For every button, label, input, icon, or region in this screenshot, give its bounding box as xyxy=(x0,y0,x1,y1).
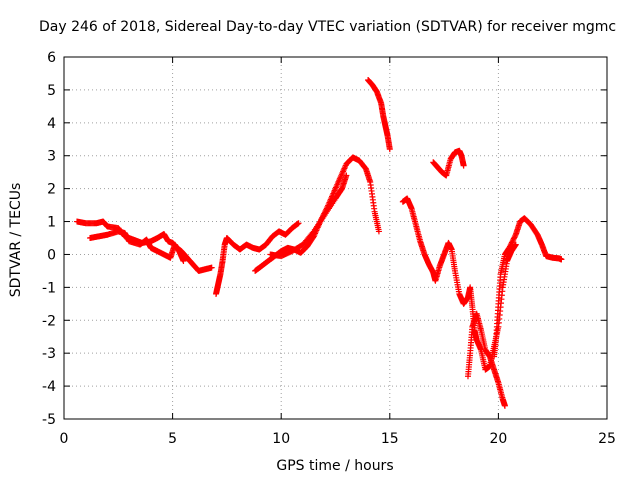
data-point xyxy=(180,258,187,265)
data-series xyxy=(491,215,565,360)
data-series xyxy=(430,147,467,179)
data-series xyxy=(365,77,393,153)
y-tick-label: 1 xyxy=(47,215,56,231)
data-point xyxy=(375,228,382,235)
data-point xyxy=(506,243,513,250)
y-tick-label: -4 xyxy=(42,379,56,395)
x-axis-label: GPS time / hours xyxy=(276,458,393,474)
data-point xyxy=(386,146,393,153)
data-point xyxy=(512,241,519,248)
data-point xyxy=(509,238,516,245)
data-point xyxy=(343,172,350,179)
y-tick-label: -3 xyxy=(42,346,56,362)
y-tick-label: 5 xyxy=(47,83,56,99)
data-point xyxy=(460,162,467,169)
y-tick-label: 4 xyxy=(47,116,56,132)
data-series xyxy=(87,228,187,265)
grid-lines xyxy=(64,57,607,419)
x-tick-label: 15 xyxy=(381,431,399,447)
axis-ticks xyxy=(63,56,608,420)
x-tick-labels: 0 5 10 15 20 25 xyxy=(60,431,616,447)
y-tick-labels: -5 -4 -3 -2 -1 0 1 2 3 4 5 6 xyxy=(42,50,56,428)
y-tick-label: -2 xyxy=(42,313,56,329)
data-point xyxy=(208,264,215,271)
data-points xyxy=(74,77,565,409)
data-point xyxy=(511,234,518,241)
x-tick-label: 25 xyxy=(598,431,616,447)
data-series xyxy=(267,172,350,260)
y-tick-label: 3 xyxy=(47,149,56,165)
y-tick-label: 2 xyxy=(47,182,56,198)
data-point xyxy=(507,242,514,249)
y-tick-label: 6 xyxy=(47,50,56,66)
data-point xyxy=(508,239,515,246)
data-series xyxy=(213,220,302,297)
plot-frame xyxy=(63,56,608,420)
data-series xyxy=(74,218,215,274)
y-tick-label: -5 xyxy=(42,412,56,428)
x-tick-label: 5 xyxy=(168,431,177,447)
x-tick-label: 0 xyxy=(60,431,69,447)
y-axis-label: SDTVAR / TECUs xyxy=(8,183,24,298)
data-point xyxy=(506,244,513,251)
data-series xyxy=(464,310,508,409)
data-point xyxy=(510,236,517,243)
x-tick-label: 10 xyxy=(272,431,290,447)
data-point xyxy=(508,240,515,247)
data-series xyxy=(399,195,519,373)
data-point xyxy=(558,256,565,263)
data-point xyxy=(501,402,508,409)
y-tick-label: -1 xyxy=(42,280,56,296)
data-point xyxy=(295,220,302,227)
data-point xyxy=(512,233,519,240)
chart-title: Day 246 of 2018, Sidereal Day-to-day VTE… xyxy=(39,19,616,35)
data-point xyxy=(510,235,517,242)
x-tick-label: 20 xyxy=(489,431,507,447)
y-tick-label: 0 xyxy=(47,247,56,263)
